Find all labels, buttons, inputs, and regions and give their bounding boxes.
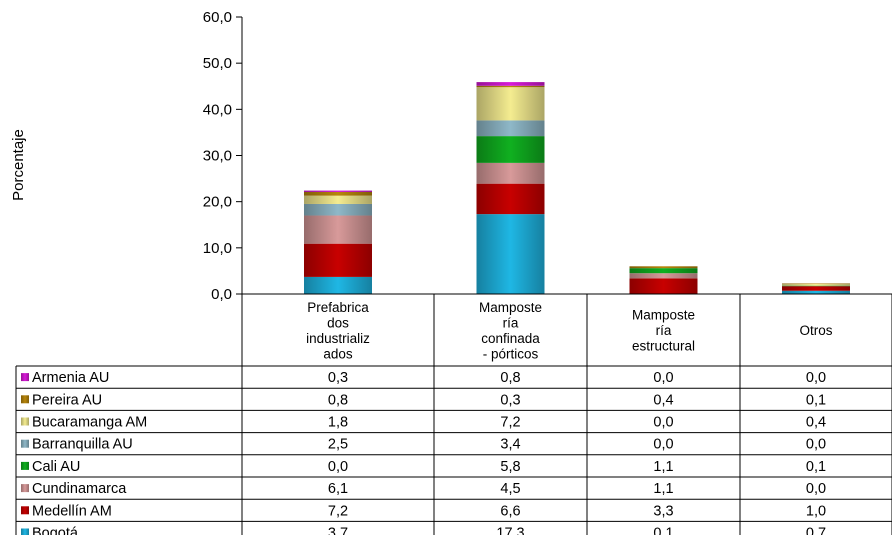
bar-segment (629, 266, 698, 269)
data-label: 4,5 (500, 481, 520, 497)
bars (304, 82, 850, 295)
y-tick-label: 20,0 (203, 194, 232, 211)
data-label: 0,3 (500, 392, 520, 408)
data-label: 0,4 (806, 415, 826, 431)
legend-key (21, 417, 29, 426)
data-label: 3,3 (653, 503, 673, 519)
x-category-label: Mamposte ría estructural (632, 308, 695, 354)
x-category-label: Prefabrica dos industrializ ados (306, 300, 370, 362)
data-label: 0,0 (806, 370, 826, 386)
bar-segment (476, 136, 545, 163)
y-tick-label: 10,0 (203, 240, 232, 257)
bar-segment (782, 283, 850, 286)
bar-segment (476, 183, 545, 215)
bar-segment (304, 276, 372, 294)
y-tick-label: 0,0 (211, 286, 232, 303)
bar-segment (476, 82, 545, 86)
y-tick-label: 40,0 (203, 101, 232, 118)
data-label: 17,3 (496, 526, 524, 535)
y-axis: 0,0 10,0 20,0 30,0 40,0 50,0 60,0 (203, 9, 243, 303)
data-label: 0,0 (653, 370, 673, 386)
data-label: 0,1 (806, 459, 826, 475)
bar-segment (304, 243, 372, 277)
data-label: 3,7 (328, 526, 348, 535)
bar-segment (304, 215, 372, 244)
y-axis-label: Porcentaje (10, 129, 27, 201)
y-tick-label: 50,0 (203, 55, 232, 72)
data-label: 0,4 (653, 392, 673, 408)
data-label: 0,0 (328, 459, 348, 475)
y-tick-label: 60,0 (203, 9, 232, 26)
bar-segment (476, 162, 545, 184)
legend-label: Cali AU (32, 459, 80, 475)
bar-segment (782, 290, 850, 294)
legend-label: Pereira AU (32, 392, 102, 408)
legend-key (21, 461, 29, 470)
bar-segment (476, 85, 545, 88)
legend-label: Medellín AM (32, 503, 112, 519)
legend-key (21, 373, 29, 382)
data-label: 0,3 (328, 370, 348, 386)
y-tick-label: 30,0 (203, 148, 232, 165)
legend-label: Armenia AU (32, 370, 109, 386)
legend-label: Bucaramanga AM (32, 415, 147, 431)
legend-key (21, 528, 29, 535)
data-label: 0,1 (806, 392, 826, 408)
data-label: 0,0 (806, 481, 826, 497)
bar-segment (476, 87, 545, 121)
x-category-label: Mamposte ría confinada - pórticos (479, 300, 542, 362)
bar-segment (629, 278, 698, 294)
data-label: 1,1 (653, 459, 673, 475)
data-table: Prefabrica dos industrializ ados Mamposte ría… (15, 293, 892, 535)
legend-label: Bogotá (32, 526, 79, 535)
legend-label: Cundinamarca (32, 481, 127, 497)
bar-segment (304, 190, 372, 192)
data-label: 5,8 (500, 459, 520, 475)
data-label: 0,0 (653, 415, 673, 431)
data-label: 0,1 (653, 526, 673, 535)
bar-segment (782, 285, 850, 287)
data-label: 1,0 (806, 503, 826, 519)
bar-segment (476, 214, 545, 294)
data-label: 7,2 (328, 503, 348, 519)
bar-segment (304, 191, 372, 196)
bar-segment (629, 268, 698, 274)
x-category-label: Otros (799, 323, 832, 338)
bar-segment (476, 120, 545, 137)
bar-segment (304, 203, 372, 216)
data-label: 0,8 (328, 392, 348, 408)
data-label: 6,6 (500, 503, 520, 519)
data-label: 0,0 (653, 437, 673, 453)
legend-key (21, 484, 29, 493)
legend-key (21, 439, 29, 448)
legend-label: Barranquilla AU (32, 437, 133, 453)
legend-key (21, 395, 29, 404)
data-label: 1,8 (328, 415, 348, 431)
data-label: 0,0 (806, 437, 826, 453)
data-label: 2,5 (328, 437, 348, 453)
data-label: 0,7 (806, 526, 826, 535)
legend-key (21, 506, 29, 515)
bar-segment (304, 195, 372, 204)
data-label: 7,2 (500, 415, 520, 431)
bar-segment (782, 283, 850, 284)
bar-segment (782, 286, 850, 291)
data-label: 3,4 (500, 437, 520, 453)
bar-segment (629, 273, 698, 279)
data-label: 1,1 (653, 481, 673, 497)
data-label: 0,8 (500, 370, 520, 386)
data-label: 6,1 (328, 481, 348, 497)
